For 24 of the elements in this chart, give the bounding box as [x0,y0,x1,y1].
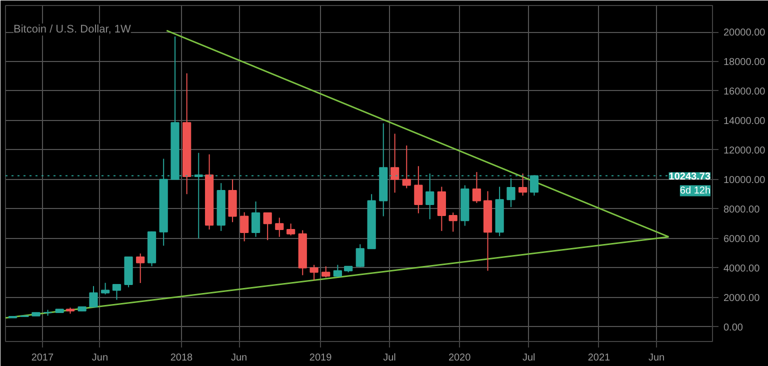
y-tick-label: 8000.00 [724,204,760,216]
x-tick-label: 2020 [448,352,472,364]
y-tick-label: 0.00 [724,322,744,334]
ref-line-label: 10243.73 [668,171,711,182]
y-tick-label: 16000.00 [724,86,766,98]
text: Bitcoin / U.S. Dollar, 1W [14,24,132,36]
x-tick-label: 2021 [588,352,611,364]
y-tick-label: 2000.00 [724,292,760,304]
x-tick-label: Jun [230,352,248,364]
x-tick-label: Jul [383,352,396,364]
x-tick-label: Jun [648,352,665,364]
x-tick-label: 2019 [309,352,332,364]
y-tick-label: 14000.00 [724,116,766,127]
x-tick-label: Jun [92,352,108,364]
x-tick-label: Jul [522,352,536,364]
x-tick-label: 2017 [31,352,54,364]
x-tick-label: 2018 [170,352,194,364]
y-tick-label: 10000.00 [724,174,766,186]
y-tick-label: 20000.00 [724,28,766,39]
y-tick-label: 18000.00 [724,57,766,68]
y-tick-label: 12000.00 [724,145,766,156]
y-tick-label: 4000.00 [724,263,760,274]
annotation: 6d 12h [680,185,711,196]
y-tick-label: 6000.00 [724,234,760,245]
